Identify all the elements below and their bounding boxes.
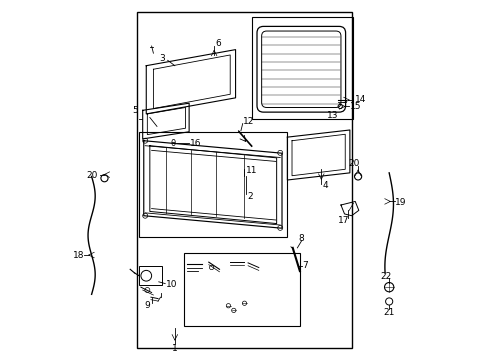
Text: 18: 18 — [73, 251, 84, 260]
Text: 20: 20 — [86, 171, 98, 180]
Text: 2: 2 — [247, 192, 253, 201]
Bar — [183, 253, 299, 327]
Text: 16: 16 — [189, 139, 201, 148]
Text: 17: 17 — [337, 216, 349, 225]
Text: 13: 13 — [326, 111, 338, 120]
Text: 22: 22 — [379, 272, 390, 281]
Text: 14: 14 — [354, 95, 365, 104]
Text: 19: 19 — [394, 198, 406, 207]
Bar — [251, 18, 353, 119]
Text: 1: 1 — [172, 344, 177, 353]
Text: 12: 12 — [243, 117, 254, 126]
Bar — [139, 132, 287, 237]
Text: 8: 8 — [298, 234, 303, 243]
Text: 10: 10 — [165, 280, 177, 289]
Text: 5: 5 — [132, 106, 138, 115]
Text: 20: 20 — [348, 159, 360, 168]
Bar — [139, 266, 162, 285]
Text: 15: 15 — [349, 102, 361, 111]
Text: 21: 21 — [383, 309, 394, 318]
Text: 7: 7 — [302, 261, 307, 270]
Text: 3: 3 — [159, 54, 165, 63]
Bar — [137, 12, 351, 348]
Text: 11: 11 — [245, 166, 257, 175]
Text: 4: 4 — [322, 181, 327, 190]
Text: θ: θ — [170, 139, 175, 148]
Text: 9: 9 — [144, 301, 150, 310]
Text: 6: 6 — [215, 39, 221, 48]
